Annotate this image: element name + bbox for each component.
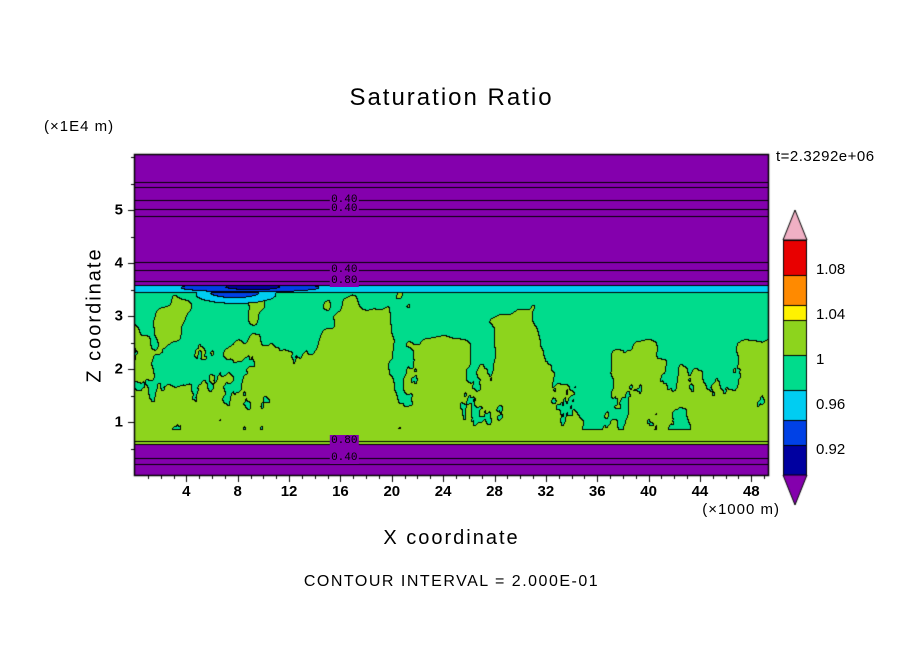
contour-interval-label: CONTOUR INTERVAL = 2.000E-01	[303, 573, 600, 590]
x-tick-label: 48	[742, 483, 760, 500]
y-tick-label: 4	[114, 254, 123, 272]
x-tick-label: 44	[691, 483, 709, 500]
x-tick-label: 16	[332, 483, 349, 500]
y-tick-label: 2	[114, 360, 123, 378]
y-tick-label: 3	[114, 307, 123, 325]
x-tick-label: 20	[383, 483, 401, 500]
y-axis-unit-label: (×1E4 m)	[44, 118, 115, 135]
x-tick-label: 40	[640, 483, 657, 500]
contour-label: 0.40	[330, 452, 359, 465]
x-tick-label: 32	[537, 483, 555, 500]
contour-label: 0.40	[330, 203, 359, 216]
colorbar-tick-label: 1	[816, 350, 825, 368]
colorbar-tick-label: 0.92	[816, 441, 846, 459]
x-tick-label: 28	[486, 483, 503, 500]
x-tick-label: 36	[588, 483, 606, 500]
y-tick-label: 1	[114, 413, 123, 431]
contour-label: 0.40	[330, 263, 359, 276]
time-stamp-label: t=2.3292e+06	[776, 148, 875, 165]
plot-title: Saturation Ratio	[349, 84, 554, 111]
x-axis-unit-label: (×1000 m)	[702, 501, 780, 518]
x-tick-label: 24	[434, 483, 452, 500]
contour-label: 0.80	[330, 275, 359, 288]
x-axis-title: X coordinate	[383, 527, 520, 549]
contour-label: 0.80	[330, 435, 359, 448]
y-tick-label: 5	[114, 201, 123, 219]
x-tick-label: 4	[182, 483, 191, 500]
colorbar-tick-label: 0.96	[816, 395, 846, 413]
x-tick-label: 8	[233, 483, 242, 500]
colorbar-tick-label: 1.04	[816, 306, 846, 324]
colorbar-tick-label: 1.08	[816, 260, 846, 278]
x-tick-label: 12	[280, 483, 298, 500]
